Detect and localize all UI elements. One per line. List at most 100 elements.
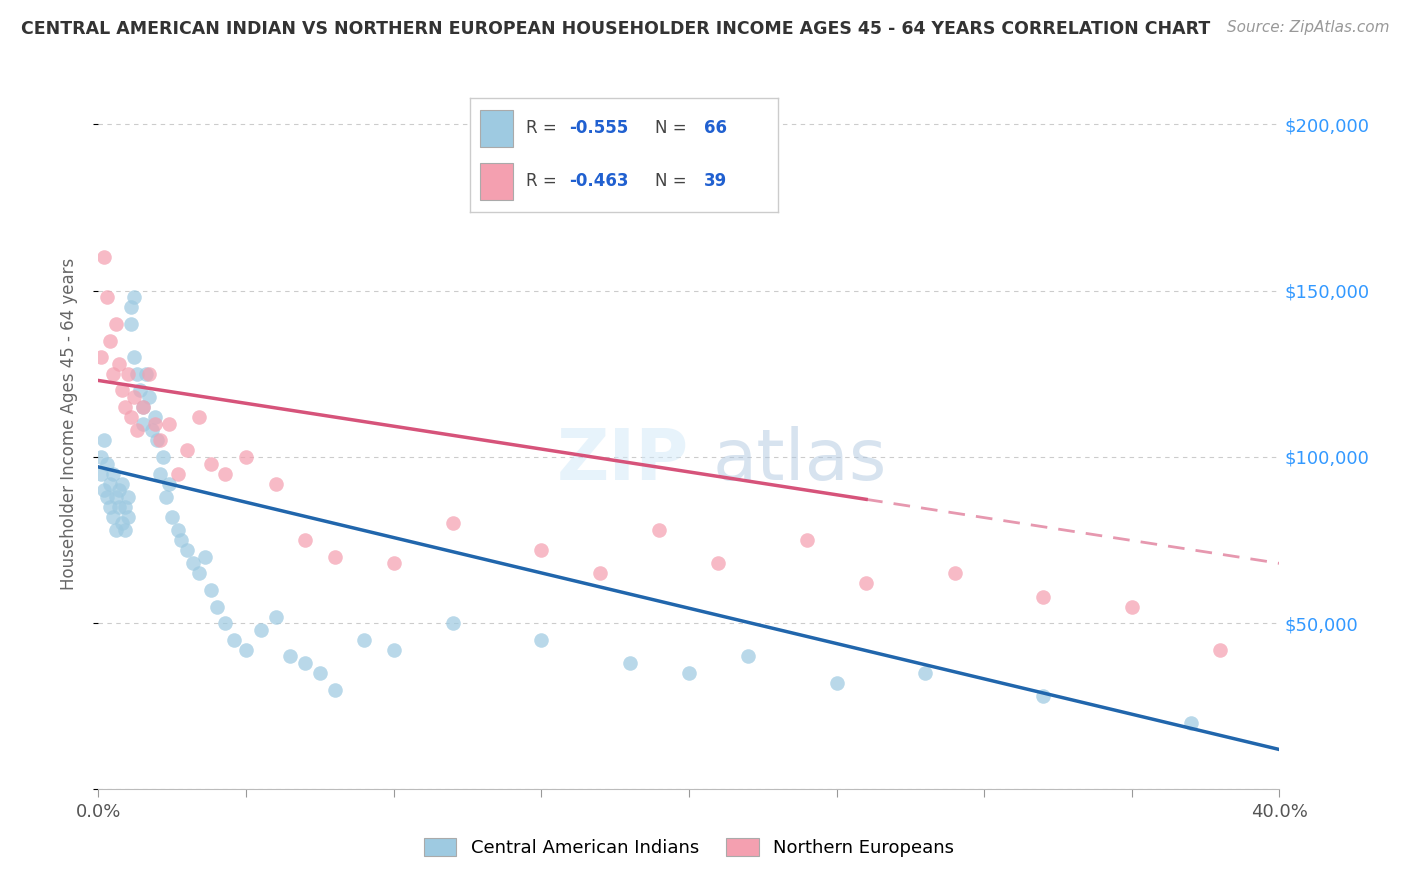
Point: [143, 410, 166, 425]
Point: [530, 632, 553, 647]
Point: [200, 457, 222, 471]
Point: [382, 557, 405, 571]
Point: [280, 649, 302, 664]
Point: [125, 367, 148, 381]
Point: [648, 523, 671, 537]
Text: Source: ZipAtlas.com: Source: ZipAtlas.com: [1226, 20, 1389, 35]
Point: [309, 666, 332, 681]
Point: [264, 609, 287, 624]
Point: [103, 509, 125, 524]
Point: [128, 384, 150, 398]
Point: [737, 649, 759, 664]
Point: [441, 516, 464, 531]
Point: [117, 490, 139, 504]
Point: [96, 490, 118, 504]
Point: [157, 476, 180, 491]
Point: [170, 533, 193, 547]
Point: [132, 400, 155, 414]
Point: [224, 632, 246, 647]
Point: [149, 467, 172, 481]
Point: [235, 642, 257, 657]
Point: [264, 476, 287, 491]
Point: [122, 350, 145, 364]
Point: [111, 384, 134, 398]
Point: [96, 457, 118, 471]
Point: [114, 500, 136, 514]
Point: [441, 616, 464, 631]
Point: [353, 632, 375, 647]
Point: [90, 350, 112, 364]
Point: [146, 434, 169, 448]
Point: [187, 566, 209, 581]
Point: [114, 400, 136, 414]
Point: [114, 523, 136, 537]
Point: [132, 417, 155, 431]
Point: [90, 467, 112, 481]
Point: [855, 576, 877, 591]
Point: [98, 334, 121, 348]
Point: [589, 566, 612, 581]
Point: [98, 476, 121, 491]
Point: [914, 666, 936, 681]
Point: [90, 450, 112, 464]
Point: [93, 251, 115, 265]
Point: [105, 523, 128, 537]
Point: [187, 410, 209, 425]
Point: [98, 500, 121, 514]
Point: [235, 450, 257, 464]
Point: [122, 290, 145, 304]
Point: [162, 509, 183, 524]
Point: [117, 367, 139, 381]
Point: [176, 443, 198, 458]
Point: [1032, 590, 1054, 604]
Point: [149, 434, 172, 448]
Point: [294, 533, 316, 547]
Point: [125, 423, 148, 437]
Point: [707, 557, 730, 571]
Text: ZIP: ZIP: [557, 425, 689, 495]
Point: [120, 317, 142, 331]
Point: [105, 317, 128, 331]
Point: [825, 676, 848, 690]
Point: [1180, 715, 1202, 730]
Point: [122, 390, 145, 404]
Point: [323, 682, 346, 697]
Legend: Central American Indians, Northern Europeans: Central American Indians, Northern Europ…: [416, 830, 962, 864]
Point: [214, 467, 236, 481]
Point: [138, 367, 160, 381]
Point: [294, 656, 316, 670]
Y-axis label: Householder Income Ages 45 - 64 years: Householder Income Ages 45 - 64 years: [59, 258, 77, 590]
Point: [105, 490, 128, 504]
Point: [619, 656, 641, 670]
Point: [103, 467, 125, 481]
Point: [117, 509, 139, 524]
Point: [323, 549, 346, 564]
Point: [181, 557, 204, 571]
Point: [1121, 599, 1143, 614]
Point: [200, 582, 222, 597]
Point: [176, 543, 198, 558]
Point: [108, 357, 131, 371]
Point: [167, 523, 190, 537]
Point: [1209, 642, 1232, 657]
Point: [250, 623, 273, 637]
Point: [108, 483, 131, 498]
Point: [135, 367, 157, 381]
Point: [93, 483, 115, 498]
Point: [120, 301, 142, 315]
Point: [138, 390, 160, 404]
Point: [167, 467, 190, 481]
Point: [796, 533, 818, 547]
Point: [143, 417, 166, 431]
Point: [111, 516, 134, 531]
Point: [96, 290, 118, 304]
Point: [111, 476, 134, 491]
Point: [103, 367, 125, 381]
Point: [155, 490, 177, 504]
Text: atlas: atlas: [713, 425, 887, 495]
Point: [157, 417, 180, 431]
Point: [93, 434, 115, 448]
Point: [132, 400, 155, 414]
Point: [194, 549, 217, 564]
Point: [141, 423, 163, 437]
